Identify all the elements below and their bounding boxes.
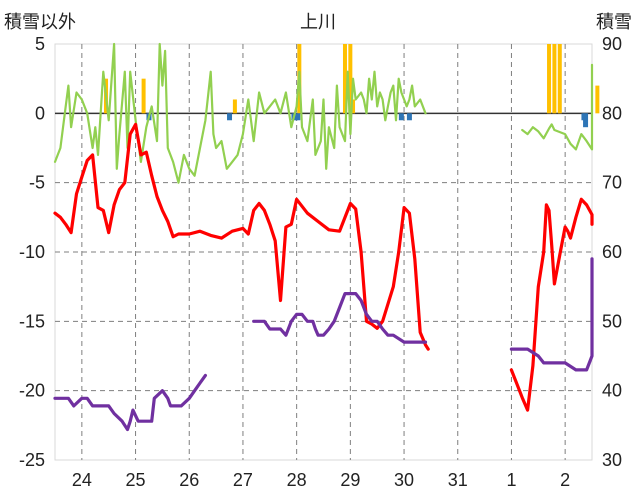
y-tick-right-label: 30 [602, 450, 622, 470]
x-tick-label: 29 [340, 470, 360, 490]
snow-depth-line [53, 373, 207, 432]
precip-bar [342, 44, 347, 114]
y-tick-right-label: 90 [602, 34, 622, 54]
y-tick-right-label: 70 [602, 173, 622, 193]
precip-bar [552, 44, 557, 114]
x-tick-label: 31 [448, 470, 468, 490]
x-tick-label: 1 [506, 470, 516, 490]
temperature-line [53, 122, 430, 351]
x-tick-label: 26 [179, 470, 199, 490]
precip-bar [141, 78, 146, 114]
y-tick-right-label: 80 [602, 103, 622, 123]
snow-depth-line [252, 292, 428, 344]
precip-bar [557, 44, 562, 114]
precip-bar [547, 44, 552, 114]
x-tick-label: 25 [126, 470, 146, 490]
snow-change-bar [583, 113, 589, 128]
temperature-line [509, 197, 594, 412]
x-tick-label: 28 [287, 470, 307, 490]
y-tick-left-label: -15 [19, 311, 45, 331]
y-tick-left-label: 0 [35, 103, 45, 123]
wind-line [53, 42, 427, 184]
precip-bar [348, 44, 353, 114]
chart-title: 上川 [300, 12, 336, 32]
y-tick-left-label: -10 [19, 242, 45, 262]
y-tick-right-label: 40 [602, 381, 622, 401]
y-tick-left-label: -20 [19, 381, 45, 401]
wind-line [521, 63, 594, 151]
snow-change-bar [295, 113, 301, 121]
y-tick-left-label: 5 [35, 34, 45, 54]
y-axis-right-label: 積雪 [596, 12, 632, 32]
y-axis-left-label: 積雪以外 [4, 12, 76, 32]
precip-bar [232, 99, 237, 114]
y-tick-left-label: -5 [29, 173, 45, 193]
x-tick-label: 24 [72, 470, 92, 490]
snow-change-bar [398, 113, 404, 121]
y-tick-right-label: 50 [602, 311, 622, 331]
x-tick-label: 30 [394, 470, 414, 490]
y-tick-left-label: -25 [19, 450, 45, 470]
snow-change-bar [406, 113, 412, 121]
y-tick-right-label: 60 [602, 242, 622, 262]
precip-bar [595, 85, 600, 114]
x-tick-label: 27 [233, 470, 253, 490]
snow-change-bar [227, 113, 233, 121]
snow-depth-line [509, 257, 594, 372]
x-tick-label: 2 [560, 470, 570, 490]
precip-bar [351, 99, 356, 114]
